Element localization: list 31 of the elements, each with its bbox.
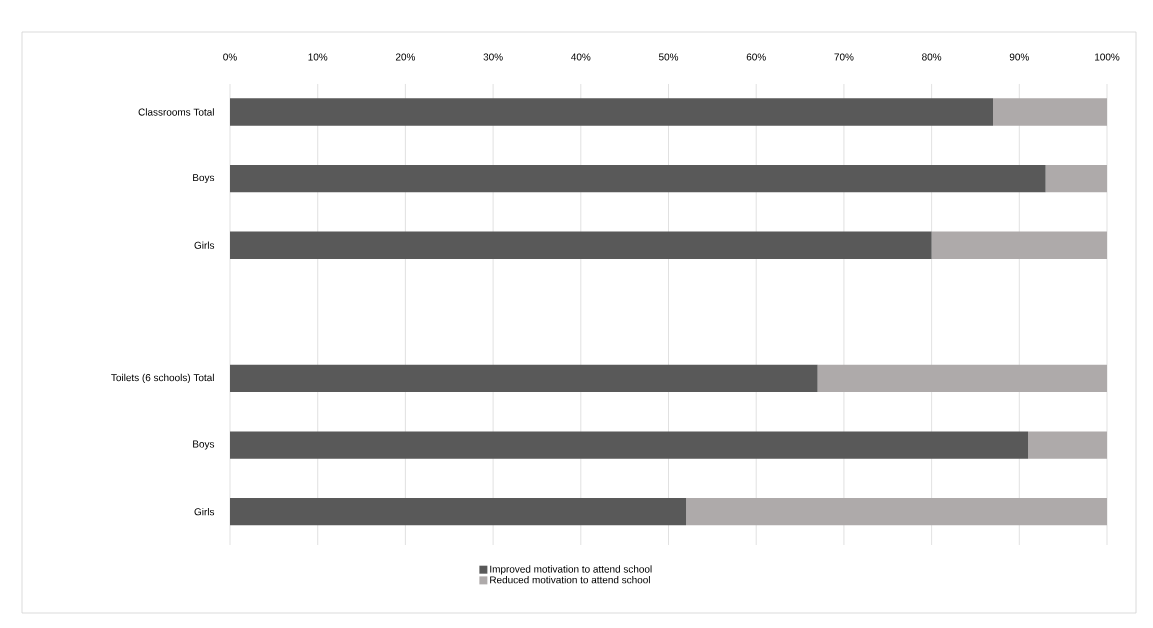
bar [817, 364, 1108, 393]
x-tick-label: 100% [1095, 53, 1120, 61]
legend-label: Reduced motivation to attend school [490, 576, 650, 584]
bar [230, 164, 1046, 193]
x-tick-label: 40% [571, 53, 591, 61]
bar [230, 431, 1029, 459]
x-tick-label: 50% [658, 53, 679, 61]
x-tick-label: 90% [1009, 53, 1029, 61]
bar [230, 364, 818, 393]
bar [230, 231, 932, 259]
bar [1028, 431, 1108, 459]
legend-label: Improved motivation to attend school [490, 565, 652, 575]
y-tick-label: Classrooms Total [138, 108, 214, 116]
x-tick-label: 60% [746, 53, 766, 61]
x-tick-label: 30% [483, 53, 503, 61]
bar [931, 231, 1108, 259]
y-tick-label: Girls [194, 508, 215, 516]
x-tick-label: 80% [922, 53, 942, 61]
x-tick-label: 10% [308, 53, 328, 61]
y-tick-label: Toilets (6 schools) Total [111, 373, 214, 384]
y-tick-label: Boys [193, 440, 215, 450]
bar [993, 98, 1108, 126]
y-tick-label: Boys [193, 174, 215, 184]
bar [230, 498, 687, 526]
bar [686, 498, 1108, 526]
bar [1045, 164, 1108, 193]
y-tick-label: Girls [194, 241, 215, 249]
x-tick-label: 0% [223, 53, 237, 61]
x-tick-label: 70% [834, 53, 854, 61]
bar [230, 98, 993, 126]
x-tick-label: 20% [395, 53, 416, 61]
